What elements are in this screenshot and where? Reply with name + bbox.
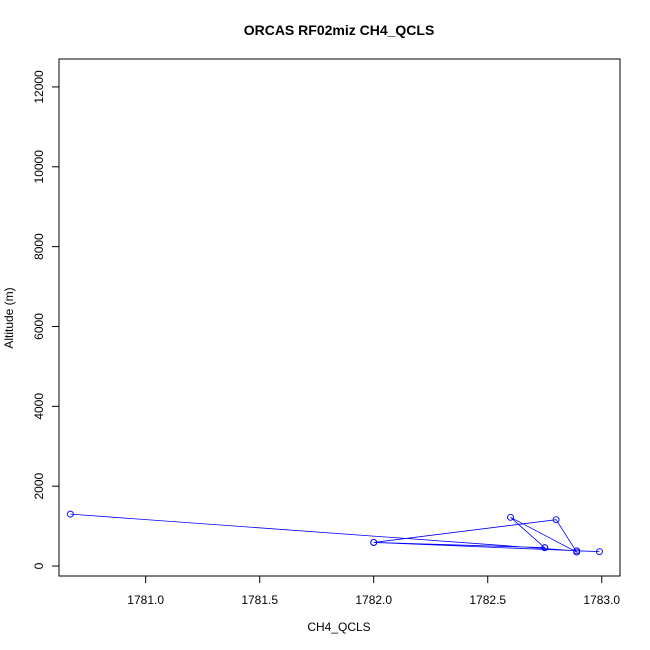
x-tick-label: 1782.5 — [469, 593, 506, 607]
x-axis: 1781.0 1781.5 1782.0 1782.5 1783.0 — [127, 576, 620, 607]
data-point — [370, 539, 378, 546]
x-tick-label: 1781.5 — [241, 593, 278, 607]
y-tick-label: 0 — [32, 562, 46, 569]
data-point — [596, 548, 603, 556]
x-tick-label: 1782.0 — [355, 593, 392, 607]
x-tick-label: 1781.0 — [127, 593, 164, 607]
y-tick-label: 12000 — [32, 70, 46, 104]
x-tick-label: 1783.0 — [583, 593, 620, 607]
y-axis-label: Altitude (m) — [2, 287, 16, 348]
y-tick-label: 10000 — [32, 150, 46, 184]
y-tick-label: 6000 — [32, 313, 46, 340]
y-tick-label: 2000 — [32, 473, 46, 500]
data-point — [552, 516, 560, 524]
series-layer — [66, 510, 603, 556]
data-point — [541, 544, 549, 552]
data-point — [66, 510, 74, 518]
data-point — [573, 548, 581, 556]
y-axis: 0 2000 4000 6000 8000 10000 12000 — [32, 70, 59, 569]
y-tick-label: 8000 — [32, 233, 46, 260]
plot-frame — [58, 58, 621, 577]
x-axis-label: CH4_QCLS — [307, 620, 370, 634]
series-line-0 — [70, 513, 600, 554]
data-point — [507, 513, 514, 521]
chart-title: ORCAS RF02miz CH4_QCLS — [244, 22, 435, 38]
y-tick-label: 4000 — [32, 393, 46, 420]
